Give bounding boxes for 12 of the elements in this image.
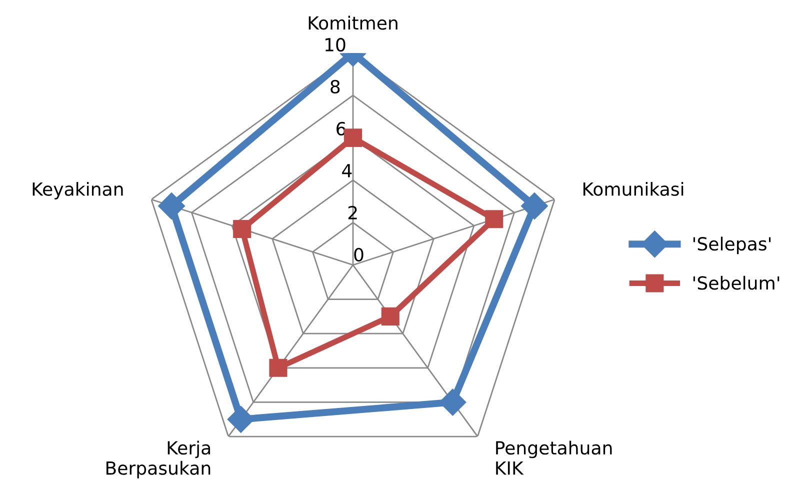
legend-label: 'Selepas' bbox=[693, 236, 771, 254]
spoke-label: Komunikasi bbox=[583, 182, 684, 196]
y-tick-label: 10 bbox=[325, 38, 346, 52]
y-tick-label: 2 bbox=[348, 206, 357, 220]
spoke-label: Keyakinan bbox=[32, 182, 123, 200]
y-tick-label: 8 bbox=[330, 80, 340, 94]
y-tick-label: 0 bbox=[354, 248, 364, 262]
legend-label: 'Sebelum' bbox=[693, 276, 780, 290]
y-tick-label: 4 bbox=[342, 164, 352, 178]
spoke-label: Pengetahuan KIK bbox=[496, 440, 612, 475]
spoke-label: Kerja Berpasukan bbox=[106, 440, 210, 478]
spoke-label: Komitmen bbox=[308, 16, 398, 30]
